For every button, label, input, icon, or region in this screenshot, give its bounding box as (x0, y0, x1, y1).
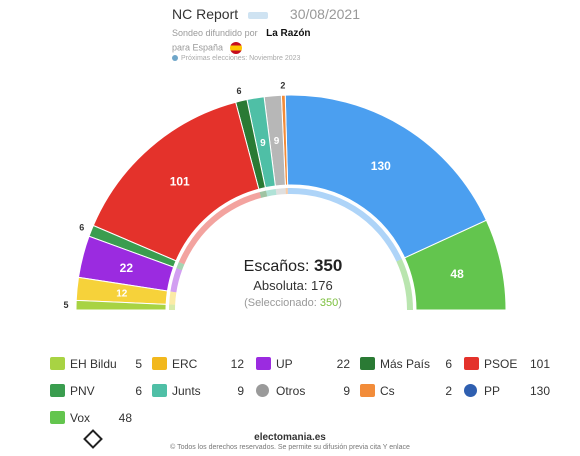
legend-value: 130 (529, 384, 550, 398)
inner-ring-segment (170, 268, 183, 293)
seat-label: 5 (64, 300, 69, 310)
up-logo-icon (256, 357, 271, 370)
eh-bildu-logo-icon (50, 357, 65, 370)
footer-site[interactable]: electomania.es (254, 432, 326, 443)
sondeo-label: Sondeo difundido por (172, 28, 258, 38)
selected-label: (Seleccionado: (244, 297, 317, 309)
seat-summary: Escaños: 350 Absoluta: 176 (Seleccionado… (228, 256, 358, 309)
mas-pais-logo-icon (360, 357, 375, 370)
pollster-logo-icon (248, 11, 269, 19)
next-election-text: Próximas elecciones: Noviembre 2023 (181, 55, 301, 62)
poll-date: 30/08/2021 (289, 6, 360, 22)
seats-total: 350 (313, 256, 343, 275)
chart-header: NC Report 30/08/2021 Sondeo difundido po… (172, 6, 472, 62)
footer: electomania.es © Todos los derechos rese… (0, 432, 580, 451)
seat-segment-eh-bildu[interactable] (75, 299, 167, 311)
sponsor-line: Sondeo difundido por La Razón (172, 28, 472, 39)
legend-name: UP (276, 357, 293, 371)
legend-name: PP (484, 384, 501, 398)
legend-value: 9 (343, 384, 350, 398)
inner-ring-segment (169, 304, 176, 310)
legend-value: 22 (336, 357, 350, 371)
parliament-chart: 48 130 2 99 6 101 6 22 12 5 (64, 80, 507, 311)
seat-label: 22 (120, 261, 134, 275)
seat-label: 130 (371, 159, 391, 173)
legend-value: 12 (230, 357, 244, 371)
selected-value: 350 (319, 297, 339, 309)
pp-logo-icon (464, 384, 477, 397)
legend-value: 9 (237, 384, 244, 398)
region-label: para España (172, 42, 224, 53)
seats-label: Escaños: (243, 258, 310, 275)
inner-ring-segment (285, 188, 288, 195)
legend-name: Junts (172, 384, 201, 398)
legend-value: 2 (445, 384, 452, 398)
inner-ring-segment (176, 262, 185, 271)
erc-logo-icon (152, 357, 167, 370)
seat-label: 6 (236, 86, 241, 96)
sponsor-name: La Razón (266, 28, 311, 39)
pollster-name: NC Report (172, 6, 239, 22)
seats-line: Escaños: 350 (228, 256, 358, 276)
psoe-logo-icon (464, 357, 479, 370)
selected-line: (Seleccionado: 350) (228, 297, 358, 309)
vox-logo-icon (50, 411, 65, 424)
region-line: para España (172, 42, 472, 54)
legend-name: Otros (276, 384, 306, 398)
footer-copyright: © Todos los derechos reservados. Se perm… (170, 444, 410, 451)
legend-value: 6 (445, 357, 452, 371)
legend-name: Vox (70, 411, 91, 425)
otros-dot-icon (256, 384, 269, 397)
legend-name: PSOE (484, 357, 518, 371)
seat-label: 48 (450, 267, 464, 281)
selected-close: ) (338, 297, 342, 309)
legend-name: EH Bildu (70, 357, 117, 371)
legend-value: 6 (135, 384, 142, 398)
seat-segment-pp[interactable] (284, 94, 488, 259)
legend-name: PNV (70, 384, 95, 398)
legend-name: Cs (380, 384, 395, 398)
inner-ring-segment (178, 192, 262, 265)
pollster-line: NC Report 30/08/2021 (172, 6, 472, 22)
inner-ring-segment (275, 188, 286, 195)
legend-value: 101 (529, 357, 550, 371)
seat-label: 6 (79, 222, 84, 232)
legend-name: Más País (380, 357, 431, 371)
legend-value: 5 (135, 357, 142, 371)
inner-ring-segment (396, 259, 413, 310)
seat-label: 9 (260, 138, 266, 149)
legend-name: ERC (172, 357, 198, 371)
seat-label: 9 (274, 136, 280, 147)
seat-label: 12 (116, 289, 128, 300)
inner-ring-segment (169, 291, 177, 305)
inner-ring-segment (287, 188, 402, 262)
next-election-line: Próximas elecciones: Noviembre 2023 (172, 55, 472, 62)
spain-flag-icon (229, 42, 242, 54)
seat-label: 101 (170, 175, 190, 189)
majority-text: Absoluta: 176 (253, 278, 333, 293)
globe-icon (172, 55, 178, 62)
seat-label: 2 (280, 80, 285, 90)
inner-ring-segment (265, 188, 277, 197)
cs-logo-icon (360, 384, 375, 397)
junts-logo-icon (152, 384, 167, 397)
legend-value: 48 (118, 411, 132, 425)
pnv-logo-icon (50, 384, 65, 397)
inner-ring-segment (259, 190, 268, 198)
